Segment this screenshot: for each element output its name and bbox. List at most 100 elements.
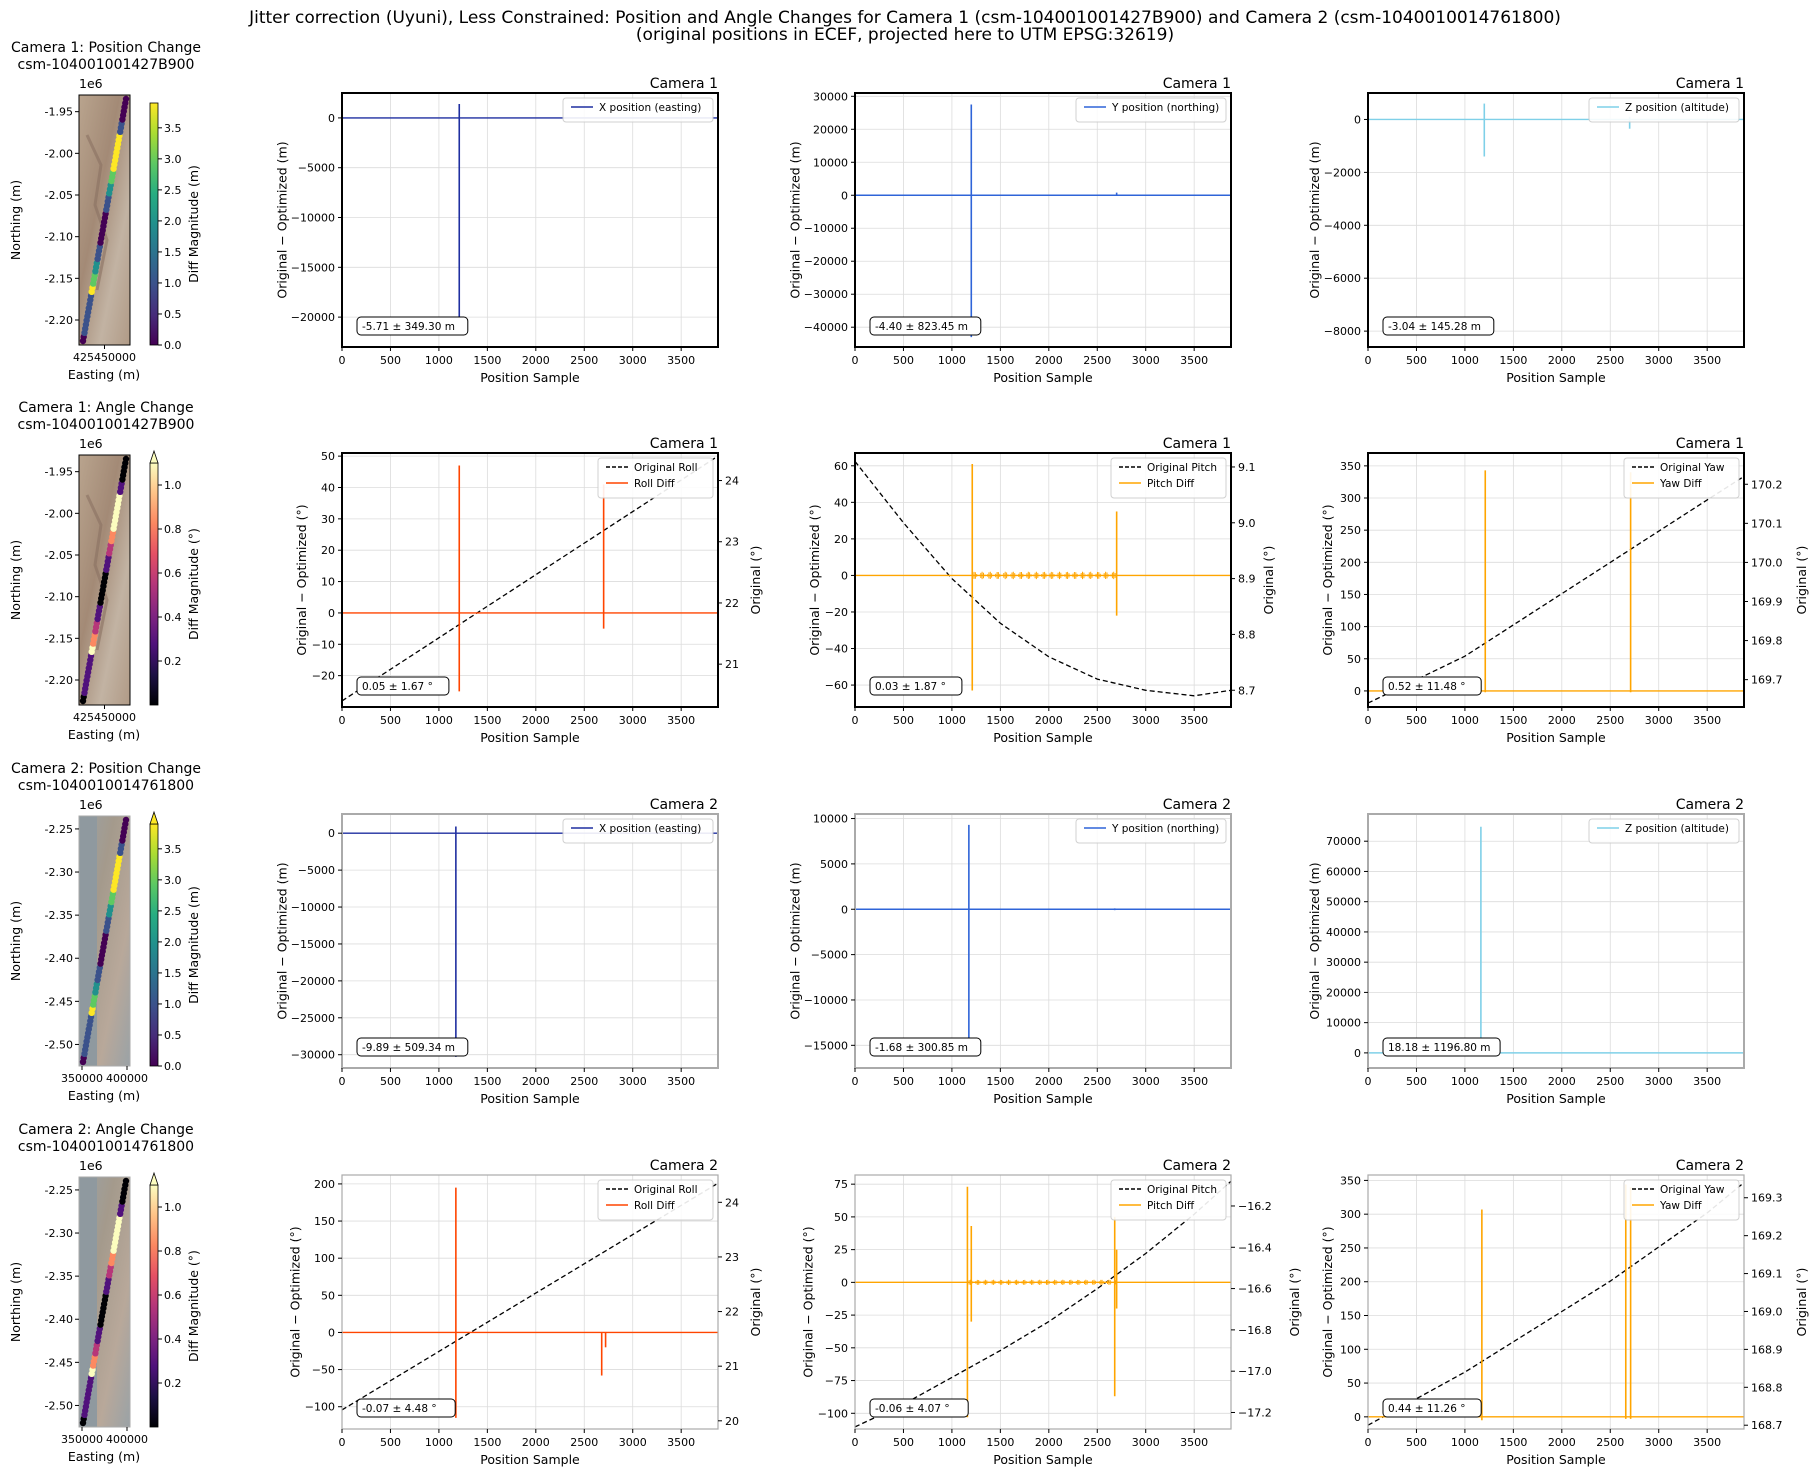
y2-tick-label: 168.7	[1751, 1419, 1783, 1432]
y2-tick-label: 20	[725, 1415, 739, 1428]
map-panel-0: Camera 1: Position Changecsm-10400100142…	[8, 40, 201, 382]
colorbar-label: Diff Magnitude (°)	[186, 1250, 201, 1362]
y2-axis-label: Original (°)	[748, 546, 763, 615]
y-tick-label: 250	[1340, 1242, 1361, 1255]
y2-tick-label: 169.8	[1751, 635, 1783, 648]
y-tick-label: -2.00	[45, 147, 73, 160]
x-tick-label: 1000	[938, 714, 966, 727]
x-tick-label: 500	[380, 714, 401, 727]
plot-area	[855, 1180, 1231, 1428]
line-panel-14: 0 500 1000 1500 2000 2500 3000 3500 75 50 25 0 −25 −5…	[801, 1158, 1302, 1467]
stats-annotation-box	[869, 316, 982, 336]
y-tick-label: −40	[825, 643, 848, 656]
y-tick-label: 10000	[813, 813, 848, 826]
colorbar-tick-label: 3.5	[164, 122, 182, 135]
y-tick-label: -2.15	[45, 632, 73, 645]
colorbar-tick-label: 3.5	[164, 843, 182, 856]
x-axis-label: Position Sample	[1506, 1091, 1606, 1106]
x-tick-label: 2500	[1596, 1436, 1624, 1449]
y-tick-label: 0	[328, 827, 335, 840]
line-panel-10: 0 500 1000 1500 2000 2500 3000 3500 10000 5000 0 −5…	[787, 797, 1232, 1106]
x-tick-label: 1500	[986, 714, 1014, 727]
x-tick-label: 3000	[1645, 714, 1673, 727]
y-tick-label: −10	[312, 638, 335, 651]
y-tick-label: -2.25	[45, 823, 73, 836]
y-tick-label: −40000	[804, 321, 848, 334]
legend-label: Original Roll	[634, 1184, 698, 1196]
y-tick-label: 30	[321, 513, 335, 526]
y-tick-label: -2.10	[45, 591, 73, 604]
line-panel-11: 0 500 1000 1500 2000 2500 3000 3500 70000 60000 50…	[1307, 797, 1745, 1106]
colorbar-tick-label: 0.4	[164, 1333, 182, 1346]
legend-label: Original Yaw	[1660, 462, 1725, 474]
track-point	[122, 1177, 130, 1185]
y2-tick-label: −16.6	[1238, 1283, 1272, 1296]
x-tick-label: 3000	[619, 1436, 647, 1449]
x-tick-label: 2000	[522, 1436, 550, 1449]
x-tick-label: 2500	[1083, 1075, 1111, 1088]
panel-title: Camera 1	[650, 76, 718, 92]
x-axis-label: Position Sample	[480, 730, 580, 745]
axes-frame	[1367, 1174, 1745, 1430]
y-tick-label: 100	[1340, 1343, 1361, 1356]
y-tick-label: −20000	[291, 975, 335, 988]
y2-tick-label: 169.2	[1751, 1230, 1783, 1243]
x-tick-label: 2500	[1083, 354, 1111, 367]
panel-title: Camera 2	[1163, 797, 1231, 813]
series-line-original	[342, 1182, 718, 1411]
x-tick-label: 500	[1406, 1436, 1427, 1449]
stats-annotation: -0.06 ± 4.07 °	[875, 1403, 950, 1415]
axes-frame	[1367, 92, 1745, 348]
y-axis-label: Original − Optimized (°)	[1320, 504, 1335, 655]
stats-annotation-box	[1382, 316, 1495, 336]
panel-title: Camera 1	[1163, 76, 1231, 92]
y-tick-label: 20000	[813, 123, 848, 136]
x-tick-label: 2000	[1548, 714, 1576, 727]
stats-annotation-box	[1382, 1398, 1482, 1418]
y-tick-label: 50	[321, 450, 335, 463]
panel-title: Camera 2	[650, 1158, 718, 1174]
line-panel-5: 0 500 1000 1500 2000 2500 3000 3500 50 40 30 20 10 0 −…	[294, 436, 763, 745]
legend-box	[1075, 97, 1227, 123]
y-tick-label: 300	[1340, 492, 1361, 505]
series-line-original	[1368, 1182, 1744, 1426]
colorbar-extend-arrow	[149, 449, 159, 464]
y-axis-label: Northing (m)	[8, 901, 23, 981]
x-tick-label: 3500	[1693, 1075, 1721, 1088]
x-tick-label: 2000	[1548, 354, 1576, 367]
stats-annotation-box	[869, 676, 963, 696]
panel-title: Camera 1	[1676, 76, 1744, 92]
y-tick-label: 75	[834, 1178, 848, 1191]
y2-tick-label: 8.7	[1238, 684, 1256, 697]
y-tick-label: 0	[1354, 685, 1361, 698]
y-tick-label: -2.15	[45, 272, 73, 285]
x-tick-label: 0	[1365, 354, 1372, 367]
y-tick-label: 0	[1354, 1411, 1361, 1424]
y-tick-label: -2.05	[45, 189, 73, 202]
x-tick-label: 3000	[1645, 354, 1673, 367]
stats-annotation-box	[356, 316, 469, 336]
series-line-original	[855, 1180, 1231, 1428]
y-tick-label: 50	[1347, 653, 1361, 666]
legend-label: Original Pitch	[1147, 1184, 1217, 1196]
colorbar-tick-label: 0.6	[164, 567, 182, 580]
y2-tick-label: 8.8	[1238, 628, 1256, 641]
x-tick-label: 1000	[1451, 1075, 1479, 1088]
legend-label: Yaw Diff	[1659, 478, 1702, 490]
y-tick-label: 0	[841, 903, 848, 916]
y-tick-label: −25	[825, 1309, 848, 1322]
colorbar-label: Diff Magnitude (m)	[186, 165, 201, 283]
panel-title: Camera 1	[1676, 436, 1744, 452]
x-tick-label: 1000	[425, 1436, 453, 1449]
y2-tick-label: 170.1	[1751, 517, 1783, 530]
x-tick-label: 2500	[570, 714, 598, 727]
stats-annotation: 0.05 ± 1.67 °	[362, 681, 433, 693]
x-axis-label: Position Sample	[993, 730, 1093, 745]
x-tick-label: 1500	[986, 1075, 1014, 1088]
stats-annotation-box	[356, 676, 450, 696]
x-tick-label: 500	[1406, 1075, 1427, 1088]
y-tick-label: -2.20	[45, 674, 73, 687]
colorbar-tick-label: 3.0	[164, 874, 182, 887]
x-tick-label: 2000	[1035, 714, 1063, 727]
stats-annotation: 18.18 ± 1196.80 m	[1388, 1042, 1491, 1054]
